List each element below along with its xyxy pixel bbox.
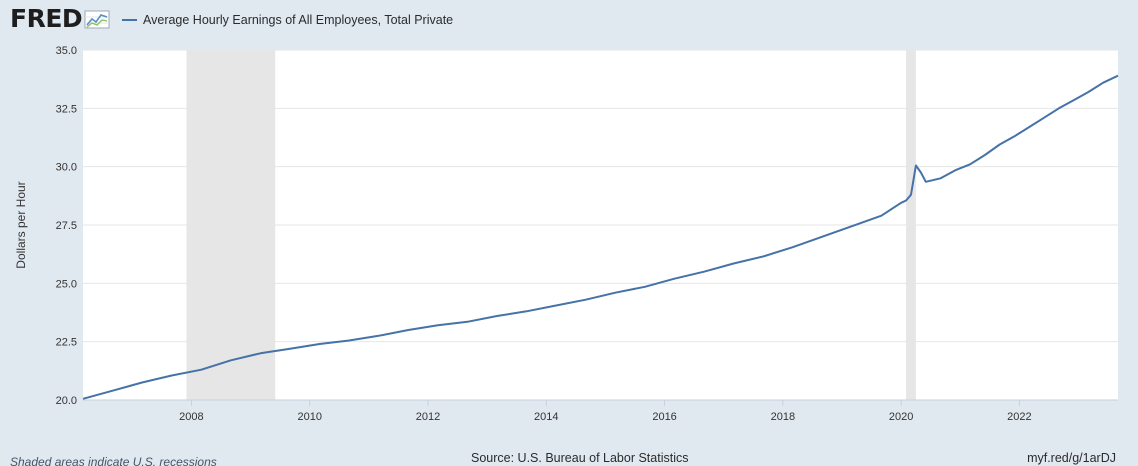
series-line-average-hourly-earnings[interactable] [82, 74, 1119, 400]
x-tick-label: 2010 [297, 411, 321, 423]
x-tick-label: 2020 [889, 411, 913, 423]
recession-note: Shaded areas indicate U.S. recessions [10, 455, 217, 466]
x-tick-label: 2016 [652, 411, 676, 423]
x-tick-label: 2018 [771, 411, 795, 423]
y-tick-label: 22.5 [56, 337, 77, 349]
short-link[interactable]: myf.red/g/1arDJ [1027, 451, 1116, 465]
legend-series-swatch [122, 19, 137, 21]
x-axis: 2008 2010 2012 2014 2016 2018 2020 2022 [83, 399, 1118, 423]
y-axis-title: Dollars per Hour [14, 181, 28, 268]
y-axis: 20.0 22.5 25.0 27.5 30.0 32.5 35.0 [56, 45, 77, 407]
grid-lines [83, 49, 1118, 401]
x-tick-label: 2014 [534, 411, 558, 423]
y-tick-label: 35.0 [56, 45, 77, 57]
trend-graph-icon [84, 10, 110, 29]
legend-series-label: Average Hourly Earnings of All Employees… [143, 13, 454, 27]
x-tick-label: 2008 [179, 411, 203, 423]
chart-legend[interactable]: Average Hourly Earnings of All Employees… [122, 11, 453, 29]
chart-header: FRED Average Hourly Earnings of All Empl… [0, 0, 1138, 40]
fred-logo[interactable]: FRED [10, 4, 110, 34]
data-source[interactable]: Source: U.S. Bureau of Labor Statistics [471, 451, 689, 465]
y-tick-label: 30.0 [56, 162, 77, 174]
y-tick-label: 20.0 [56, 395, 77, 407]
y-tick-label: 32.5 [56, 103, 77, 115]
fred-logo-text: FRED [10, 4, 83, 33]
y-tick-label: 25.0 [56, 278, 77, 290]
x-tick-label: 2012 [416, 411, 440, 423]
x-tick-label: 2022 [1007, 411, 1031, 423]
y-tick-label: 27.5 [56, 220, 77, 232]
